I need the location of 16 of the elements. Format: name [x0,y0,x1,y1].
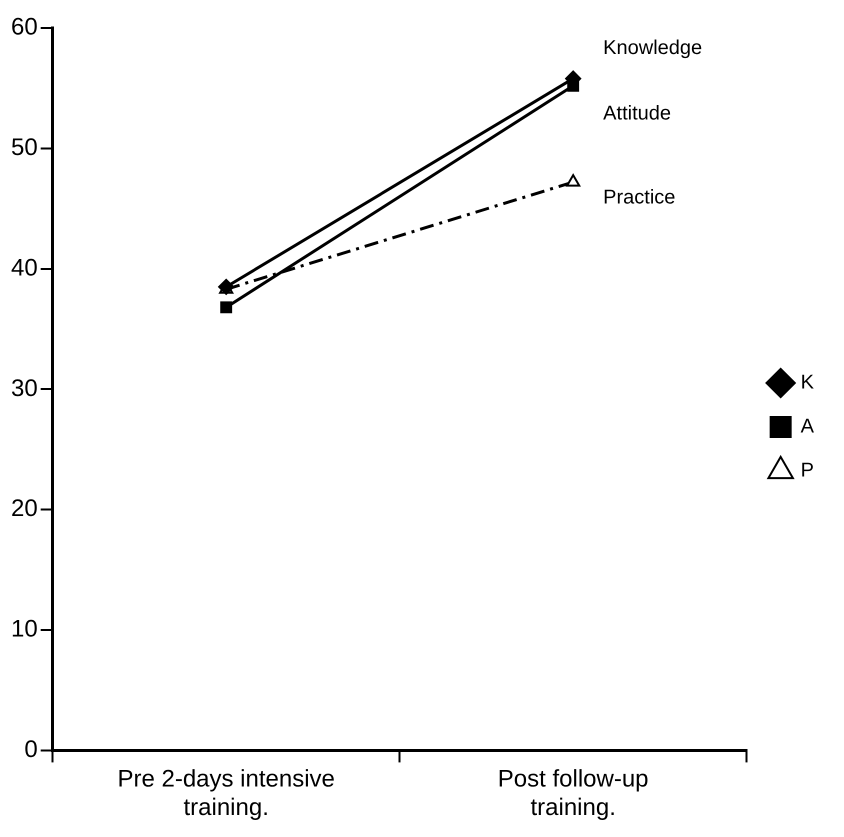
annotation: Practice [603,186,676,209]
annotation: Knowledge [603,37,702,60]
x-tick-label: Pre 2-days intensive training. [117,765,335,822]
y-tick-label: 10 [10,616,38,643]
y-tick-label: 20 [10,495,38,522]
y-tick-label: 0 [24,736,38,764]
legend-label: A [800,416,815,438]
legend-label: P [800,460,814,482]
annotation: Attitude [603,102,671,124]
point [220,301,232,314]
y-tick-label: 30 [10,374,38,402]
legend-label: K [800,372,815,394]
y-tick-label: 60 [10,14,38,41]
y-tick-label: 50 [10,134,38,162]
x-tick-label: Post follow-up training. [498,765,649,822]
y-tick-label: 40 [10,254,38,282]
